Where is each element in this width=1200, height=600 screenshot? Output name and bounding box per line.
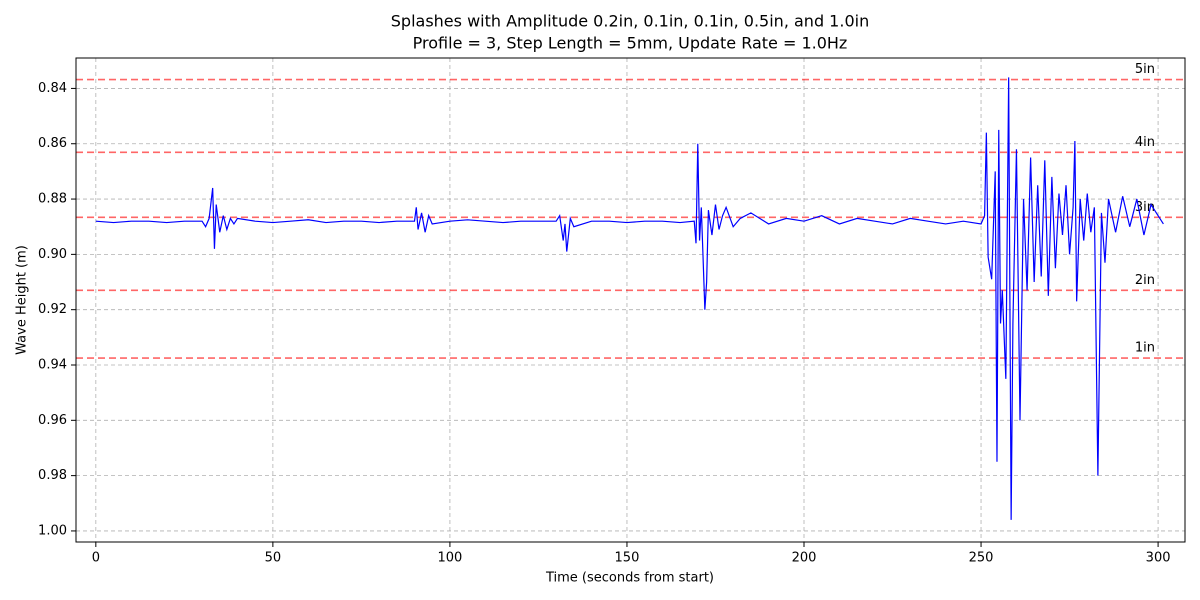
y-tick-label: 0.98: [38, 468, 67, 483]
y-tick-label: 0.88: [38, 192, 67, 207]
y-tick-label: 1.00: [38, 523, 67, 538]
y-tick-label: 0.92: [38, 302, 67, 317]
chart-title: Splashes with Amplitude 0.2in, 0.1in, 0.…: [391, 12, 869, 31]
x-tick-label: 150: [615, 551, 640, 566]
plot-frame: [75, 57, 1186, 543]
x-tick-label: 100: [438, 551, 463, 566]
x-axis-label: Time (seconds from start): [545, 571, 714, 586]
reference-label: 5in: [1135, 62, 1155, 77]
y-tick-label: 0.96: [38, 413, 67, 428]
reference-label: 2in: [1135, 273, 1155, 288]
x-tick-label: 0: [92, 551, 100, 566]
x-tick-label: 50: [265, 551, 282, 566]
y-tick-label: 0.90: [38, 247, 67, 262]
x-tick-label: 200: [792, 551, 817, 566]
x-tick-label: 250: [969, 551, 994, 566]
x-tick-label: 300: [1146, 551, 1171, 566]
reference-label: 4in: [1135, 135, 1155, 150]
reference-label: 1in: [1135, 341, 1155, 356]
y-tick-label: 0.86: [38, 136, 67, 151]
y-tick-label: 0.94: [38, 357, 67, 372]
y-axis-label: Wave Height (m): [15, 245, 30, 355]
chart-subtitle: Profile = 3, Step Length = 5mm, Update R…: [413, 34, 848, 53]
data-line: [95, 77, 1164, 520]
y-tick-label: 0.84: [38, 81, 67, 96]
